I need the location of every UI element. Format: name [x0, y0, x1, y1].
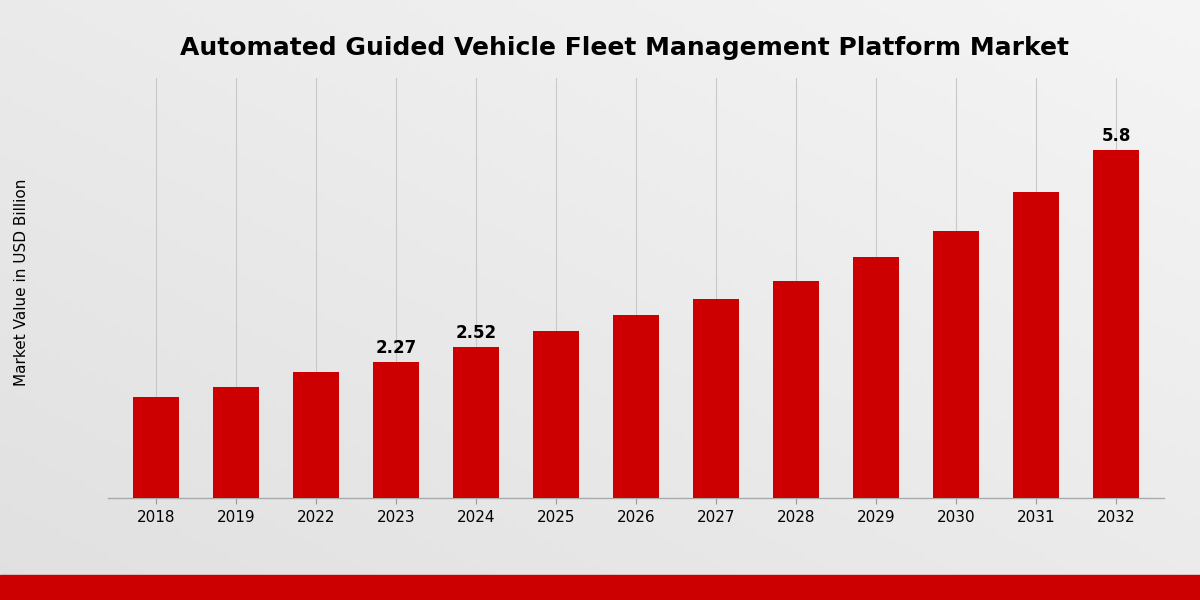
Bar: [773, 281, 820, 498]
Text: 2.52: 2.52: [456, 324, 497, 342]
Bar: [293, 372, 340, 498]
Text: Automated Guided Vehicle Fleet Management Platform Market: Automated Guided Vehicle Fleet Managemen…: [180, 36, 1068, 60]
Bar: [452, 347, 499, 498]
Bar: [373, 362, 419, 498]
Bar: [133, 397, 179, 498]
Text: 2.27: 2.27: [376, 339, 416, 357]
Bar: [853, 257, 899, 498]
Text: 5.8: 5.8: [1102, 127, 1130, 145]
Bar: [212, 387, 259, 498]
Text: Market Value in USD Billion: Market Value in USD Billion: [14, 178, 29, 386]
Bar: [1013, 192, 1060, 498]
Bar: [932, 231, 979, 498]
Bar: [533, 331, 580, 498]
Bar: [692, 299, 739, 498]
Bar: [613, 315, 659, 498]
Bar: [1093, 150, 1139, 498]
